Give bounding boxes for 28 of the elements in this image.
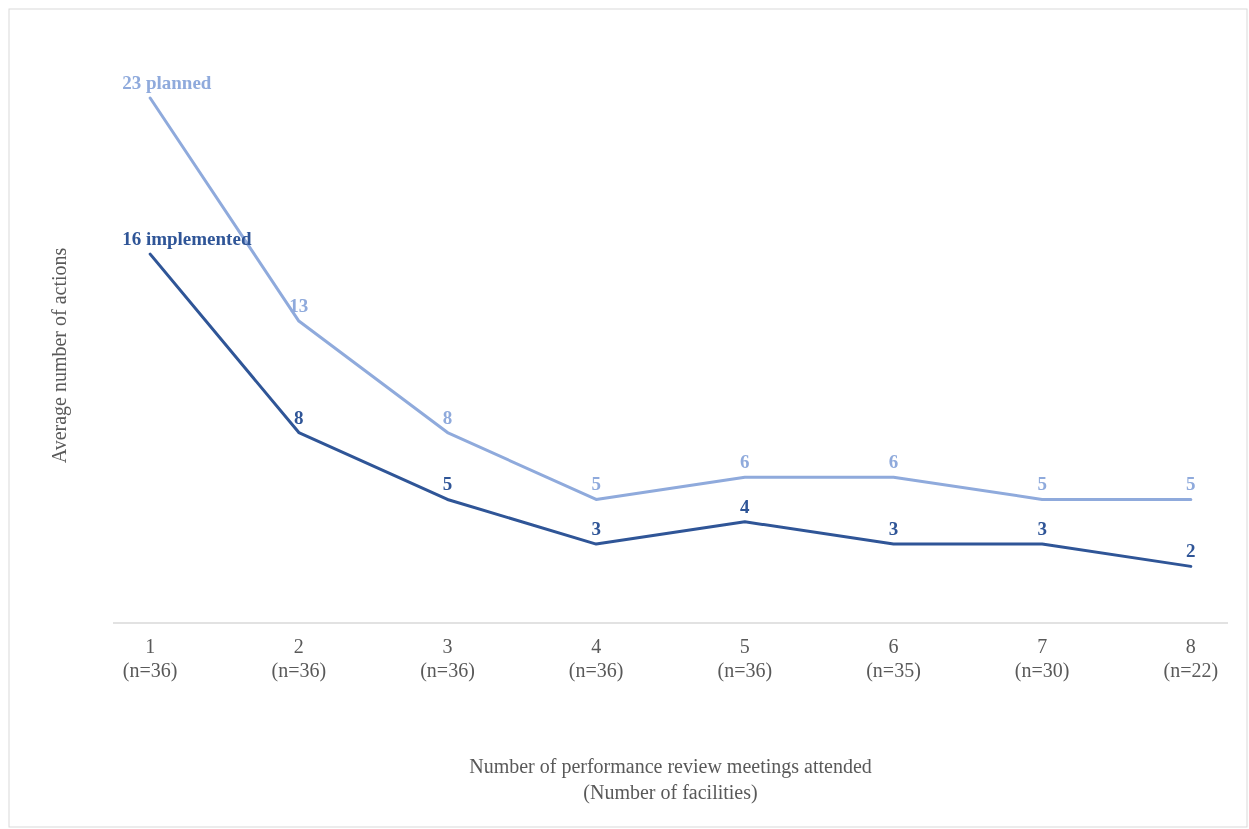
data-label: 5 <box>1186 473 1196 495</box>
x-tick-label: 1 (n=36) <box>122 635 178 682</box>
data-label: 13 <box>289 295 309 317</box>
data-label: 4 <box>740 495 751 517</box>
series-label: implemented <box>141 228 252 250</box>
series-label: planned <box>141 72 212 93</box>
data-label: 3 <box>1037 518 1047 540</box>
x-tick-label: 4 (n=36) <box>568 635 624 682</box>
x-tick-label: 3 (n=36) <box>420 635 475 682</box>
x-axis-title: Number of performance review meetings attended (Number of facilities) <box>469 755 872 804</box>
data-label: 16 <box>122 228 142 250</box>
x-tick-label: 5 (n=36) <box>717 635 773 682</box>
data-label: 8 <box>294 406 304 428</box>
x-tick-label: 6 (n=35) <box>866 635 921 682</box>
data-label: 3 <box>888 518 899 540</box>
data-label: 2 <box>1186 540 1196 562</box>
data-label: 23 <box>122 72 142 93</box>
x-tick-label: 2 (n=36) <box>271 635 327 682</box>
data-label: 5 <box>442 473 453 495</box>
data-label: 6 <box>740 451 750 473</box>
data-label: 6 <box>888 451 899 473</box>
x-tick-label: 7 (n=30) <box>1014 635 1070 682</box>
data-label: 3 <box>591 518 601 540</box>
y-axis-title: Average number of actions <box>48 247 71 464</box>
x-tick-label: 8 (n=22) <box>1163 635 1219 682</box>
data-label: 8 <box>442 406 453 428</box>
data-label: 5 <box>591 473 601 495</box>
data-label: 5 <box>1037 473 1047 495</box>
